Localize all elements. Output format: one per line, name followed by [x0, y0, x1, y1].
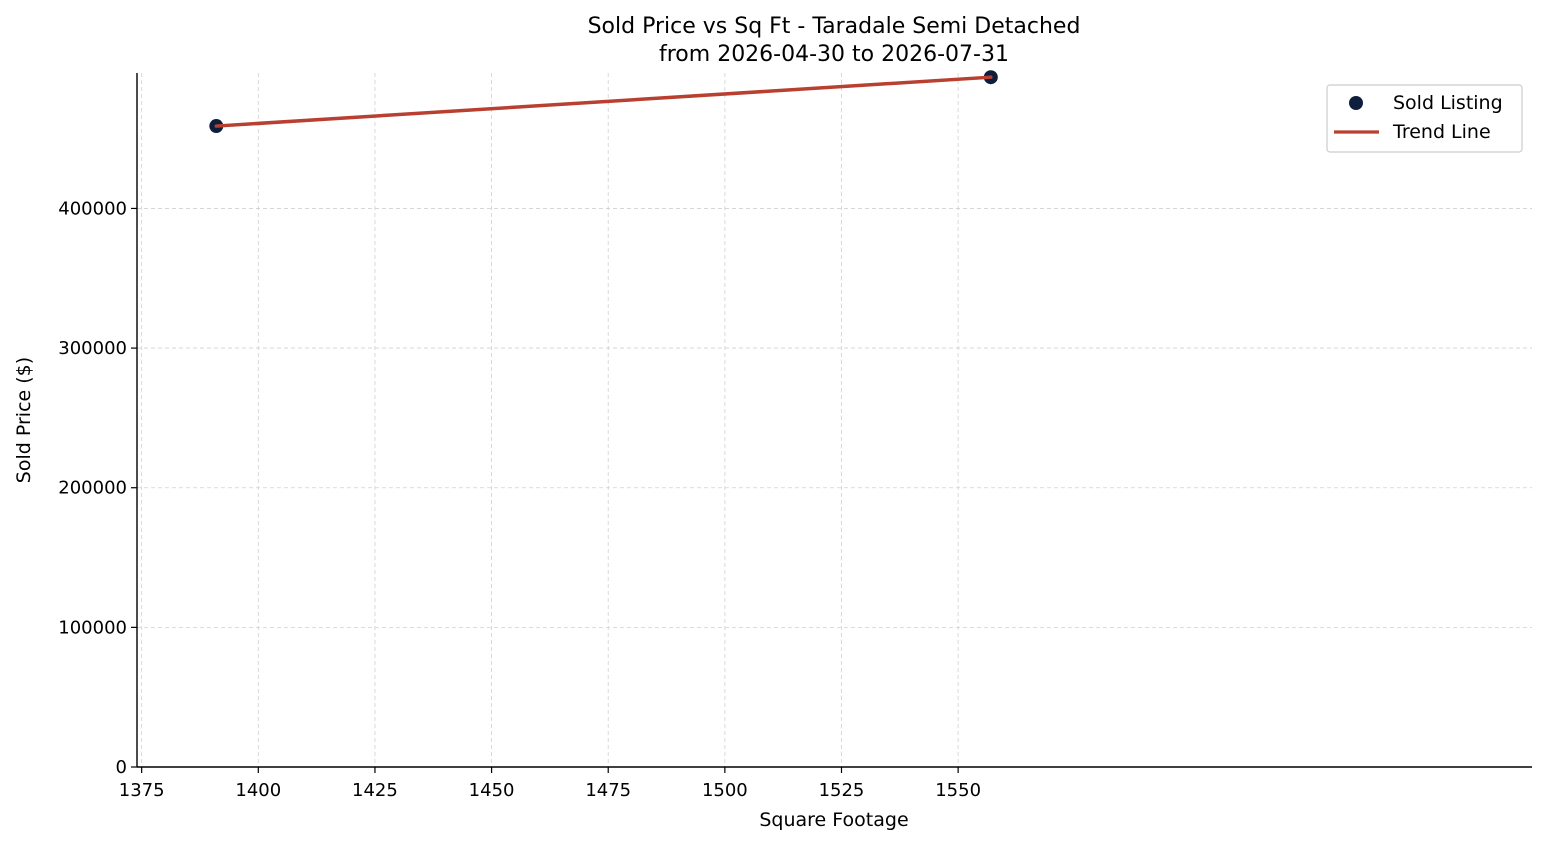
legend-marker-sold-listing — [1349, 96, 1363, 110]
ticks: 1375 1400 1425 1450 1475 1500 1525 1550 0 100000 2… — [58, 198, 981, 801]
legend-label-sold-listing: Sold Listing — [1393, 92, 1503, 114]
x-tick-label: 1500 — [702, 780, 748, 801]
x-tick-label: 1400 — [235, 780, 281, 801]
x-tick-label: 1375 — [119, 780, 165, 801]
grid — [137, 73, 1532, 768]
legend-box — [1326, 84, 1523, 153]
x-tick-label: 1475 — [585, 780, 631, 801]
trend-line — [214, 75, 993, 128]
y-axis-label: Sold Price ($) — [13, 357, 35, 483]
x-tick-label: 1550 — [935, 780, 981, 801]
y-tick-label: 200000 — [58, 478, 127, 499]
y-tick-label: 300000 — [58, 338, 127, 359]
x-axis-label: Square Footage — [759, 809, 908, 831]
x-tick-label: 1425 — [352, 780, 398, 801]
chart-title: Sold Price vs Sq Ft - Taradale Semi Deta… — [588, 14, 1081, 39]
legend-label-trend-line: Trend Line — [1392, 121, 1491, 143]
chart-subtitle: from 2026-04-30 to 2026-07-31 — [659, 42, 1009, 67]
x-tick-label: 1450 — [469, 780, 515, 801]
plot-area — [209, 70, 998, 134]
y-tick-label: 0 — [116, 757, 127, 778]
x-tick-label: 1525 — [819, 780, 865, 801]
legend: Sold Listing Trend Line — [1326, 84, 1523, 153]
y-tick-label: 400000 — [58, 198, 127, 219]
axes — [136, 73, 1532, 768]
y-tick-label: 100000 — [58, 617, 127, 638]
